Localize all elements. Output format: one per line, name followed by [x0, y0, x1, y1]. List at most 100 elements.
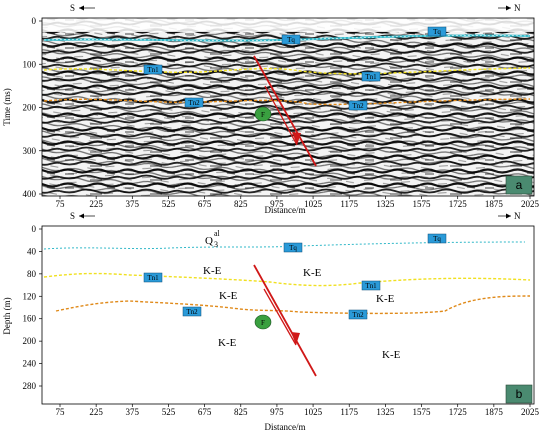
tag-tn1-right: Tn1 [361, 71, 381, 82]
x-tick-label: 1575 [413, 407, 432, 417]
x-tick-label: 1725 [449, 407, 468, 417]
unit-q-sup: al [214, 229, 221, 238]
y-tick-label: 200 [23, 103, 37, 113]
svg-text:Tn2: Tn2 [352, 102, 364, 110]
tag-tn2-right-depth: Tn2 [348, 309, 368, 320]
x-tick-label: 2025 [521, 407, 540, 417]
fault-arrow-head-depth [291, 332, 300, 345]
x-tick-label: 975 [270, 199, 284, 209]
seismic-section-texture [42, 18, 534, 196]
tag-tq-mid-depth: Tq [283, 242, 303, 253]
tag-tn1-right-depth: Tn1 [361, 280, 381, 291]
panel-a-label: a [516, 178, 523, 192]
tag-fault-depth: F [254, 314, 272, 330]
panel-a-box [505, 175, 533, 195]
svg-text:Tq: Tq [433, 235, 441, 243]
tag-tn2-left: Tn2 [184, 97, 204, 108]
x-tick-label: 975 [270, 407, 284, 417]
dir-left-bottom: S [70, 211, 75, 221]
n1-horizon-line [43, 67, 531, 75]
y-tick-label: 200 [23, 336, 37, 346]
x-tick-label: 675 [198, 407, 212, 417]
svg-text:F: F [261, 319, 265, 327]
unit-ke-6: K-E [382, 349, 401, 361]
unit-q-main: Q [205, 235, 213, 247]
n2-horizon-depth [55, 295, 531, 315]
dir-right-top: N [514, 3, 521, 13]
x-tick-label: 2025 [521, 199, 540, 209]
fault-arrow-head [292, 132, 301, 145]
n1-horizon-depth [43, 272, 531, 287]
dir-left-top: S [70, 3, 75, 13]
y-tick-label: 120 [23, 291, 37, 301]
tag-tq-mid: Tq [281, 34, 301, 45]
x-tick-label: 1175 [340, 407, 358, 417]
x-tick-label: 1025 [304, 199, 323, 209]
y-tick-label: 280 [23, 381, 37, 391]
y-tick-label: 400 [23, 189, 37, 199]
x-tick-label: 1875 [485, 407, 504, 417]
svg-text:F: F [261, 111, 265, 119]
x-tick-label: 375 [126, 407, 140, 417]
x-tick-label: 1325 [376, 407, 395, 417]
q-horizon-depth [43, 241, 526, 250]
tag-tq-right: Tq [427, 26, 447, 37]
svg-text:Tn1: Tn1 [147, 66, 159, 74]
x-tick-label: 75 [56, 407, 66, 417]
x-tick-label: 825 [234, 199, 248, 209]
bottom-yaxis: 0 40 80 120 160 200 240 280 [23, 224, 42, 391]
x-tick-label: 75 [56, 199, 66, 209]
fault-line-depth [253, 264, 317, 377]
n2-horizon-line [43, 98, 531, 106]
y-tick-label: 300 [23, 146, 37, 156]
x-tick-label: 525 [162, 407, 176, 417]
y-tick-label: 0 [32, 16, 37, 26]
depth-frame [41, 225, 535, 405]
top-xaxis: 75 225 375 525 675 825 975 1025 1175 1325 1575 1725… [56, 196, 540, 209]
top-ylabel: Time (ms) [2, 88, 12, 125]
y-tick-label: 40 [27, 246, 37, 256]
bottom-xlabel: Distance/m [265, 422, 306, 432]
svg-text:Tn2: Tn2 [186, 308, 198, 316]
fault-line [253, 55, 317, 167]
x-tick-label: 525 [162, 199, 176, 209]
x-tick-label: 1725 [449, 199, 468, 209]
tag-tn2-right: Tn2 [348, 100, 368, 111]
panel-b-label: b [516, 387, 523, 401]
x-tick-label: 1325 [376, 199, 395, 209]
svg-text:Tq: Tq [287, 36, 295, 44]
x-tick-label: 825 [234, 407, 248, 417]
x-tick-label: 1575 [413, 199, 432, 209]
tag-tq-right-depth: Tq [427, 233, 447, 244]
panel-b-box [505, 384, 533, 404]
x-tick-label: 225 [89, 199, 103, 209]
unit-ke-5: K-E [218, 337, 237, 349]
y-tick-label: 0 [32, 224, 37, 234]
x-tick-label: 1025 [304, 407, 323, 417]
fault-arrow-shaft [264, 85, 298, 146]
tag-fault-top: F [254, 106, 272, 122]
fault-arrow-shaft-depth [263, 288, 297, 346]
unit-ke-1: K-E [203, 265, 222, 277]
y-tick-label: 240 [23, 359, 37, 369]
svg-text:Tn1: Tn1 [147, 274, 159, 282]
unit-q-sub: 3 [214, 240, 218, 249]
svg-text:Tq: Tq [433, 28, 441, 36]
x-tick-label: 1875 [485, 199, 504, 209]
dir-right-bottom: N [514, 211, 521, 221]
tag-tn1-left-depth: Tn1 [143, 272, 163, 283]
unit-ke-2: K-E [303, 267, 322, 279]
unit-ke-4: K-E [376, 293, 395, 305]
bottom-ylabel: Depth (m) [2, 297, 12, 334]
y-tick-label: 100 [23, 59, 37, 69]
y-tick-label: 160 [23, 314, 37, 324]
svg-text:Tn1: Tn1 [365, 282, 377, 290]
top-yaxis: 0 100 200 300 400 [23, 16, 42, 199]
unit-ke-3: K-E [219, 290, 238, 302]
svg-text:Tn2: Tn2 [352, 311, 364, 319]
svg-text:Tn2: Tn2 [188, 99, 200, 107]
top-xlabel: Distance/m [265, 205, 306, 215]
x-tick-label: 375 [126, 199, 140, 209]
seismic-frame [41, 17, 535, 197]
